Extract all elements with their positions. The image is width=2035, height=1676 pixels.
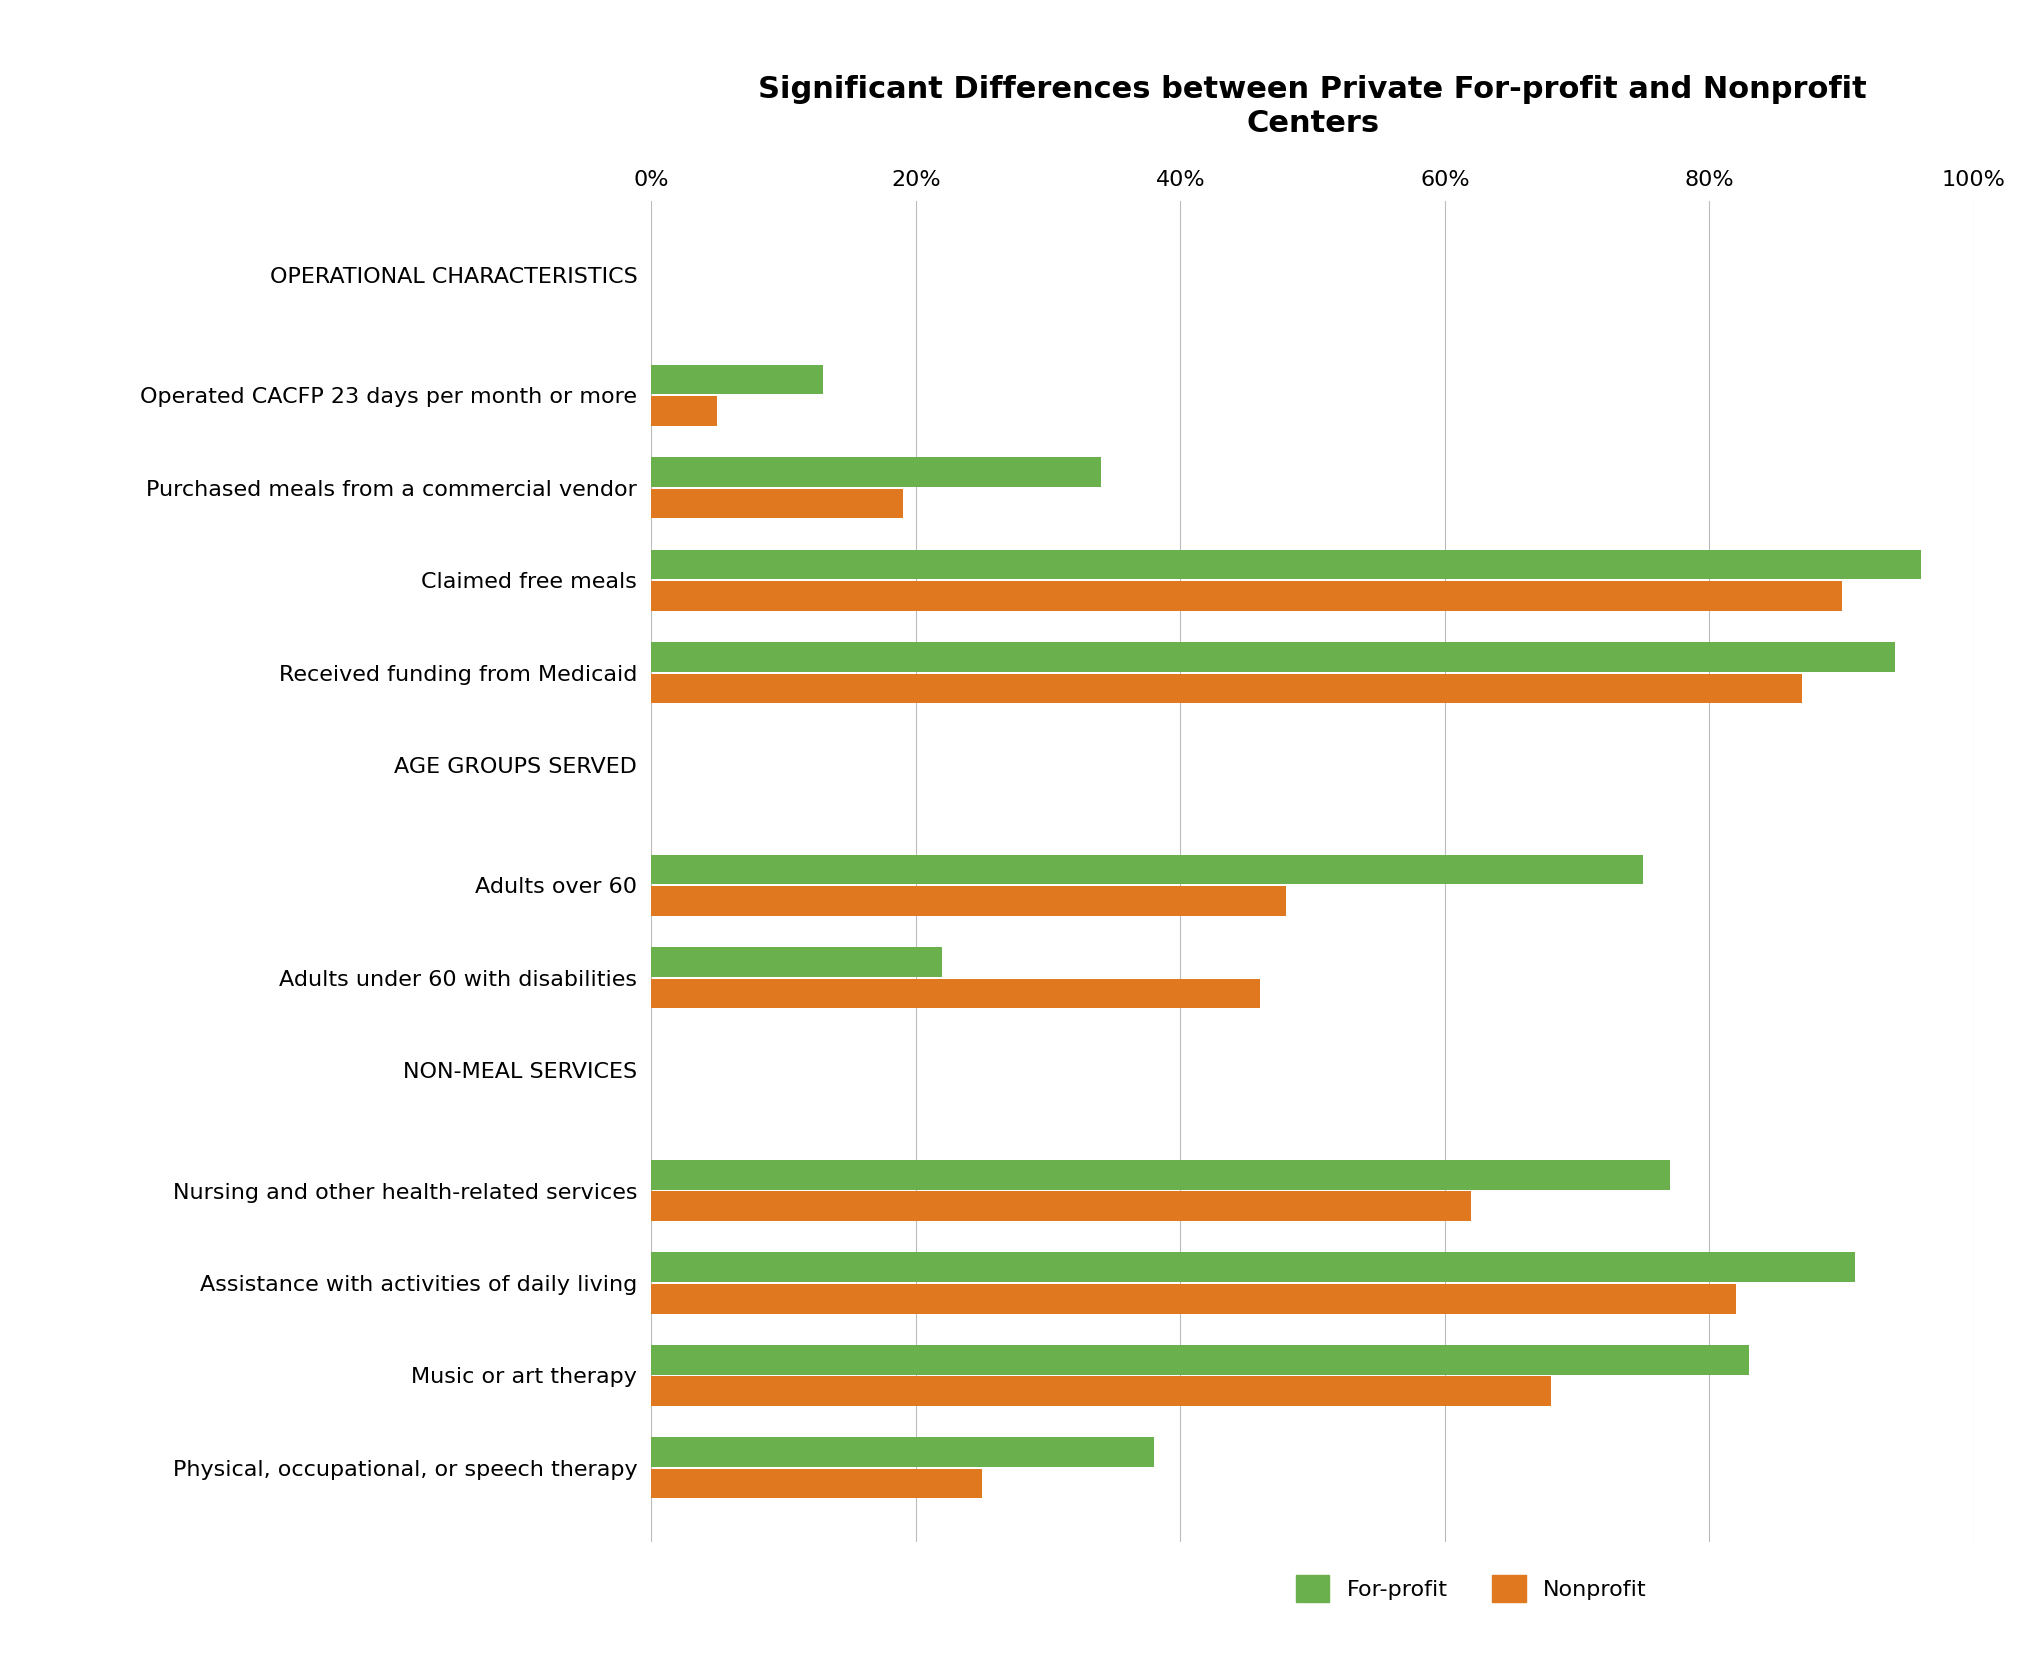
Bar <box>651 1376 1551 1406</box>
Legend: For-profit, Nonprofit: For-profit, Nonprofit <box>1286 1567 1656 1611</box>
Bar <box>651 1344 1750 1374</box>
Bar <box>651 1192 1471 1222</box>
Bar <box>651 1160 1671 1190</box>
Bar <box>651 458 1101 486</box>
Bar <box>651 550 1921 580</box>
Bar <box>651 642 1895 672</box>
Bar <box>651 1468 981 1498</box>
Bar <box>651 365 822 394</box>
Title: Significant Differences between Private For-profit and Nonprofit
Centers: Significant Differences between Private … <box>759 75 1866 137</box>
Bar <box>651 1252 1856 1282</box>
Bar <box>651 947 942 977</box>
Bar <box>651 582 1842 610</box>
Bar <box>651 1284 1736 1314</box>
Bar <box>651 887 1286 915</box>
Bar <box>651 1438 1154 1466</box>
Bar <box>651 489 904 518</box>
Bar <box>651 855 1644 885</box>
Bar <box>651 979 1260 1009</box>
Bar <box>651 396 718 426</box>
Bar <box>651 674 1803 704</box>
